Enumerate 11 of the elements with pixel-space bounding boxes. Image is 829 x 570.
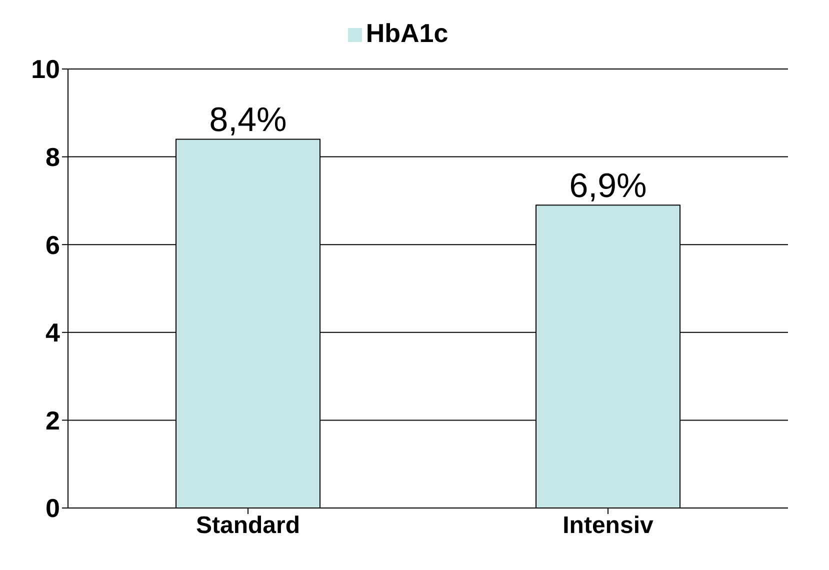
legend-label: HbA1c bbox=[366, 18, 448, 48]
x-tick-label: Intensiv bbox=[562, 512, 654, 540]
y-tick-label: 10 bbox=[31, 54, 60, 84]
y-tick-label: 4 bbox=[46, 318, 61, 348]
data-label: 6,9% bbox=[569, 167, 647, 206]
y-tick-label: 2 bbox=[46, 405, 60, 436]
x-tick-label: Standard bbox=[196, 512, 300, 540]
data-label: 8,4% bbox=[209, 101, 287, 140]
y-tick-label: 8 bbox=[46, 142, 60, 172]
y-tick-label: 0 bbox=[46, 493, 60, 524]
y-tick-label: 6 bbox=[46, 230, 60, 260]
